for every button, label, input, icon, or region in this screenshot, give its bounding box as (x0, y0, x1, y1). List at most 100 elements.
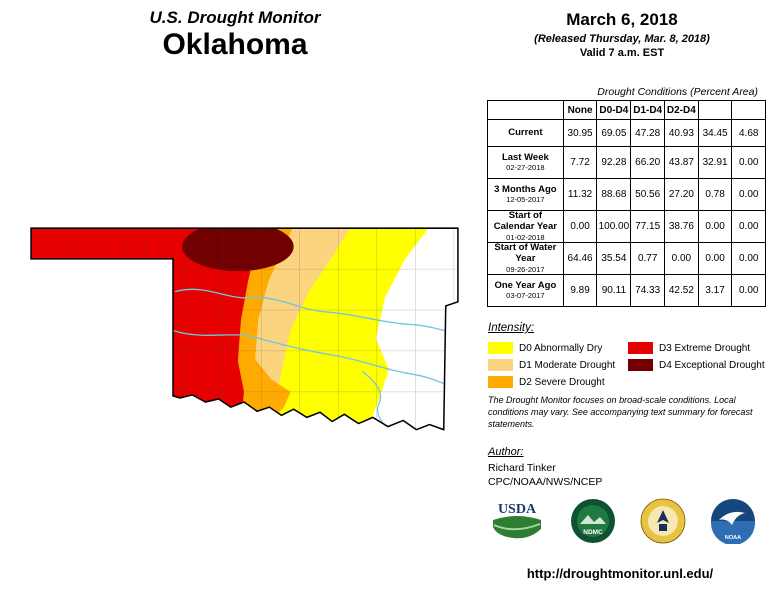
legend-item-d4: D4 Exceptional Drought (628, 359, 765, 371)
row-label-date: 01-02-2018 (506, 232, 545, 242)
row-label-text: One Year Ago (494, 279, 557, 291)
usda-logo: USDA (493, 502, 541, 539)
row-label-text: Last Week (501, 151, 549, 163)
row-label: Last Week 02-27-2018 (487, 146, 564, 179)
table-cell: 38.76 (664, 210, 699, 243)
table-cell: 92.28 (596, 146, 632, 179)
date-block: March 6, 2018 (Released Thursday, Mar. 8… (488, 10, 756, 59)
legend-label: D1 Moderate Drought (519, 359, 616, 371)
row-label: Current (487, 119, 564, 147)
intensity-legend: Intensity: D0 Abnormally Dry D1 Moderate… (488, 322, 765, 393)
legend-label: D2 Severe Drought (519, 376, 605, 388)
column-header-d3d4: D3-D4 (697, 100, 733, 120)
column-header-d2d4: D2-D4 (664, 100, 699, 120)
disclaimer-text: The Drought Monitor focuses on broad-sca… (488, 395, 753, 430)
table-cell: 0.77 (630, 242, 666, 275)
table-cell: 32.91 (697, 146, 733, 179)
footer-url[interactable]: http://droughtmonitor.unl.edu/ (526, 566, 714, 581)
legend-item-d3: D3 Extreme Drought (628, 342, 760, 354)
table-cell: 69.05 (596, 119, 632, 147)
column-header-d0d4: D0-D4 (596, 100, 632, 120)
row-label-text: Current (508, 126, 543, 138)
table-cell: 74.33 (630, 274, 666, 307)
noaa-wordmark: NOAA (725, 535, 741, 541)
corner-cell (487, 100, 564, 120)
valid-time: Valid 7 a.m. EST (579, 47, 665, 59)
oklahoma-drought-map (28, 220, 464, 445)
table-row-3-months-ago: 3 Months Ago 12-05-2017 11.32 88.68 50.5… (487, 178, 766, 211)
legend-item-d0: D0 Abnormally Dry (488, 342, 628, 354)
legend-label: D4 Exceptional Drought (659, 359, 765, 371)
row-label-date: 02-27-2018 (506, 163, 545, 173)
agency-logos: USDA NDMC NOAA (488, 498, 756, 544)
table-cell: 0.78 (697, 178, 733, 211)
table-cell: 64.46 (562, 242, 598, 275)
column-header-none: None (562, 100, 598, 120)
row-label-text: Start of Calendar Year (493, 210, 557, 232)
table-cell: 34.45 (697, 119, 733, 147)
author-org: CPC/NOAA/NWS/NCEP (488, 476, 603, 488)
table-cell: 4.68 (731, 119, 766, 147)
state-title: Oklahoma (162, 28, 308, 61)
table-cell: 0.00 (731, 146, 766, 179)
row-label: One Year Ago 03-07-2017 (487, 274, 564, 307)
usda-wordmark: USDA (498, 502, 537, 517)
row-label-date: 12-05-2017 (506, 195, 545, 205)
river-southeast (362, 370, 386, 427)
table-cell: 0.00 (731, 178, 766, 211)
legend-item-d1: D1 Moderate Drought (488, 359, 628, 371)
table-row-start-water-year: Start of Water Year 09-26-2017 64.46 35.… (487, 242, 766, 275)
table-cell: 30.95 (562, 119, 598, 147)
d0-swatch (488, 342, 513, 354)
d4-swatch (628, 359, 653, 371)
table-cell: 90.11 (596, 274, 632, 307)
released-date: (Released Thursday, Mar. 8, 2018) (534, 33, 710, 45)
d1-swatch (488, 359, 513, 371)
river-north (174, 288, 458, 336)
row-label-text: Start of Water Year (494, 242, 557, 264)
table-cell: 0.00 (697, 210, 733, 243)
table-cell: 0.00 (664, 242, 699, 275)
table-row-last-week: Last Week 02-27-2018 7.72 92.28 66.20 43… (487, 146, 766, 179)
d2-swatch (488, 376, 513, 388)
map-date: March 6, 2018 (566, 10, 678, 29)
legend-item-d2: D2 Severe Drought (488, 376, 628, 388)
river-central (172, 329, 450, 387)
table-cell: 88.68 (596, 178, 632, 211)
legend-label: D3 Extreme Drought (659, 342, 751, 354)
table-cell: 35.54 (596, 242, 632, 275)
ndmc-logo: NDMC (571, 499, 615, 543)
column-header-d4: D4 (731, 100, 766, 120)
table-cell: 7.72 (562, 146, 598, 179)
table-cell: 43.87 (664, 146, 699, 179)
table-cell: 47.28 (630, 119, 666, 147)
row-label-date: 09-26-2017 (506, 264, 545, 274)
state-outline (30, 227, 459, 431)
table-cell: 0.00 (562, 210, 598, 243)
map-region-d4 (182, 228, 294, 272)
table-header-row: None D0-D4 D1-D4 D2-D4 D3-D4 D4 (487, 100, 766, 120)
row-label-date: 03-07-2017 (506, 291, 545, 301)
table-cell: 77.15 (630, 210, 666, 243)
table-row-start-calendar-year: Start of Calendar Year 01-02-2018 0.00 1… (487, 210, 766, 243)
table-cell: 0.00 (731, 274, 766, 307)
author-heading: Author: (488, 446, 524, 458)
table-cell: 42.52 (664, 274, 699, 307)
monitor-title: U.S. Drought Monitor (149, 8, 321, 27)
drought-conditions-table: None D0-D4 D1-D4 D2-D4 D3-D4 D4 Current … (487, 100, 766, 307)
oklahoma-map-svg (30, 227, 459, 431)
noaa-logo: NOAA (711, 499, 755, 544)
table-cell: 0.00 (731, 242, 766, 275)
table-cell: 40.93 (664, 119, 699, 147)
table-row-current: Current 30.95 69.05 47.28 40.93 34.45 4.… (487, 119, 766, 147)
ndmc-wordmark: NDMC (583, 529, 603, 536)
agency-seal-logo (640, 498, 686, 544)
table-caption: Drought Conditions (Percent Area) (597, 86, 758, 98)
table-cell: 100.00 (596, 210, 632, 243)
legend-label: D0 Abnormally Dry (519, 342, 603, 354)
author-block: Author: Richard Tinker CPC/NOAA/NWS/NCEP (488, 446, 602, 488)
table-cell: 0.00 (697, 242, 733, 275)
table-cell: 0.00 (731, 210, 766, 243)
table-row-one-year-ago: One Year Ago 03-07-2017 9.89 90.11 74.33… (487, 274, 766, 307)
